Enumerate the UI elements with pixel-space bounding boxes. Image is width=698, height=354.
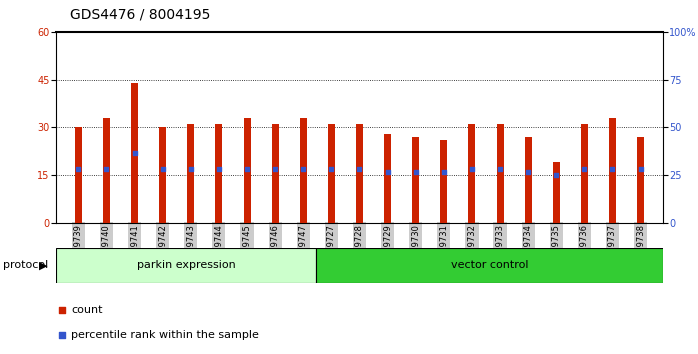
Bar	[525, 137, 532, 223]
Point	[579, 166, 590, 172]
Bar	[316, 248, 663, 283]
Bar	[56, 248, 316, 283]
Bar	[131, 83, 138, 223]
Bar	[272, 124, 279, 223]
Bar	[356, 124, 363, 223]
Bar	[609, 118, 616, 223]
Text: protocol: protocol	[3, 261, 49, 270]
Point	[551, 172, 562, 178]
Point	[523, 169, 534, 175]
Text: count: count	[71, 305, 103, 315]
Point	[438, 169, 450, 175]
Text: GDS4476 / 8004195: GDS4476 / 8004195	[70, 7, 210, 21]
Bar	[187, 124, 194, 223]
Bar	[553, 162, 560, 223]
Text: vector control: vector control	[451, 261, 528, 270]
Point	[101, 166, 112, 172]
Point	[214, 166, 225, 172]
Point	[297, 166, 309, 172]
Point	[326, 166, 337, 172]
Bar	[413, 137, 419, 223]
Bar	[637, 137, 644, 223]
Point	[129, 150, 140, 156]
Point	[57, 307, 68, 313]
Text: percentile rank within the sample: percentile rank within the sample	[71, 330, 259, 339]
Point	[494, 166, 505, 172]
Point	[242, 166, 253, 172]
Bar	[103, 118, 110, 223]
Bar	[75, 127, 82, 223]
Point	[635, 166, 646, 172]
Point	[185, 166, 196, 172]
Bar	[159, 127, 166, 223]
Bar	[299, 118, 306, 223]
Point	[269, 166, 281, 172]
Bar	[468, 124, 475, 223]
Point	[73, 166, 84, 172]
Point	[382, 169, 393, 175]
Bar	[384, 134, 391, 223]
Point	[466, 166, 477, 172]
Text: parkin expression: parkin expression	[137, 261, 235, 270]
Point	[607, 166, 618, 172]
Point	[157, 166, 168, 172]
Point	[354, 166, 365, 172]
Bar	[244, 118, 251, 223]
Bar	[216, 124, 223, 223]
Text: ▶: ▶	[39, 261, 47, 270]
Bar	[328, 124, 335, 223]
Point	[57, 332, 68, 337]
Point	[410, 169, 422, 175]
Bar	[496, 124, 503, 223]
Bar	[581, 124, 588, 223]
Bar	[440, 140, 447, 223]
